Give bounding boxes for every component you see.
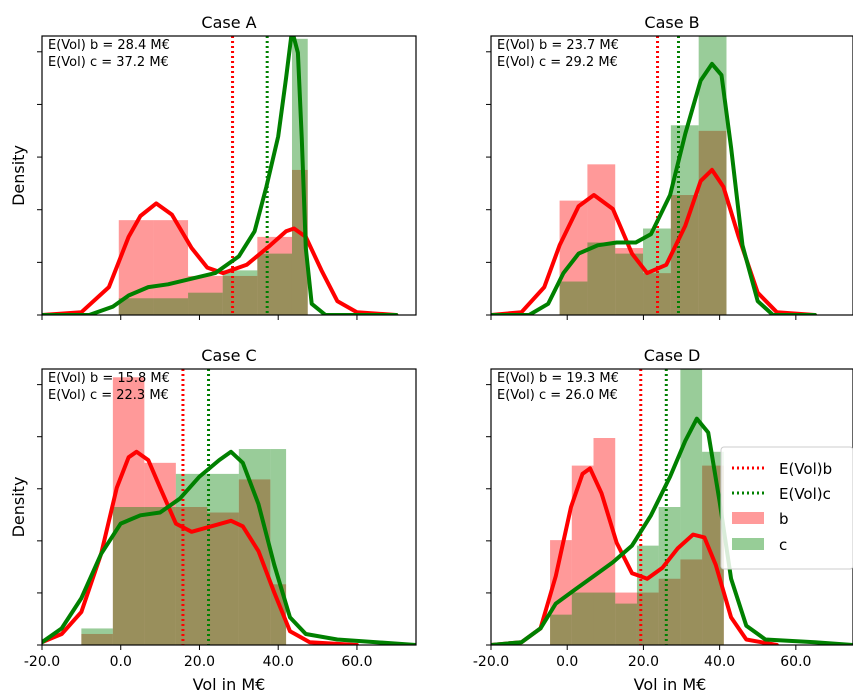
hist-bar-b-d xyxy=(550,540,572,645)
plot-area-a xyxy=(42,36,399,315)
hist-bar-c-a xyxy=(153,298,189,315)
kde-curve-b-d xyxy=(491,466,779,645)
plot-area-c xyxy=(42,369,416,645)
hist-bar-b-d xyxy=(680,559,703,645)
plot-area-d xyxy=(491,369,853,645)
x-tick-label-c: -20.0 xyxy=(24,654,60,670)
hist-bar-c-d xyxy=(593,592,616,645)
annotation-expected-c-d: E(Vol) c = 26.0 M€ xyxy=(497,388,618,403)
legend-label-expected-b: E(Vol)b xyxy=(779,460,832,478)
legend-label-b: b xyxy=(779,510,789,528)
axes-frame-d xyxy=(490,368,853,646)
hist-bar-b-b xyxy=(670,195,699,315)
x-axis-label-right: Vol in M€ xyxy=(634,675,707,694)
hist-bar-b-a xyxy=(222,275,258,315)
hist-bar-b-b xyxy=(643,273,671,315)
axes-frame-c xyxy=(41,368,417,646)
hist-bar-c-b xyxy=(670,125,699,315)
annotation-expected-c-a: E(Vol) c = 37.2 M€ xyxy=(48,55,169,70)
y-axis-label-c: Density xyxy=(9,477,28,538)
hist-bar-b-d xyxy=(658,578,681,645)
hist-bar-b-b xyxy=(587,164,616,315)
kde-curve-c-a xyxy=(42,36,399,315)
hist-bar-b-a xyxy=(188,275,223,315)
legend-label-expected-c: E(Vol)c xyxy=(779,485,831,503)
kde-curve-c-d xyxy=(491,416,853,645)
panel-d: -20.0 0.0 20.0 40.0 60.0 Case D E(Vol) b = 19.… xyxy=(473,346,853,670)
legend: E(Vol)b E(Vol)c b c xyxy=(720,446,853,570)
hist-bar-c-c xyxy=(144,507,176,645)
kde-curve-b-a xyxy=(42,201,399,315)
hist-bar-b-d xyxy=(571,465,594,645)
x-tick-label-c: 60.0 xyxy=(341,654,372,670)
panel-b: Case B E(Vol) b = 23.7 M€ E(Vol) c = 29.2 … xyxy=(486,13,853,320)
x-tick-label-d: 60.0 xyxy=(780,654,811,670)
kde-curve-c-c xyxy=(42,449,416,645)
legend-patch-c xyxy=(732,538,764,550)
annotation-expected-c-c: E(Vol) c = 22.3 M€ xyxy=(48,388,169,403)
hist-bar-c-b xyxy=(559,281,588,315)
hist-bar-c-a xyxy=(222,270,258,315)
panel-a: Case A Density E(Vol) b = 28.4 M€ E(Vol) c … xyxy=(9,13,417,320)
x-tick-label-c: 0.0 xyxy=(110,654,132,670)
x-tick-label-d: 20.0 xyxy=(628,654,659,670)
hist-bar-b-c xyxy=(238,479,271,645)
hist-bar-c-d xyxy=(680,369,703,645)
hist-bar-c-d xyxy=(658,507,681,645)
hist-bar-b-d xyxy=(636,592,659,645)
hist-bar-b-c xyxy=(207,512,239,645)
legend-label-c: c xyxy=(779,536,787,554)
panel-c: -20.0 0.0 20.0 40.0 60.0 Case C Density E(Vol) … xyxy=(9,346,417,670)
x-axis-label-left: Vol in M€ xyxy=(193,675,266,694)
x-tick-label-c: 20.0 xyxy=(184,654,215,670)
annotation-expected-c-b: E(Vol) c = 29.2 M€ xyxy=(497,55,618,70)
annotation-expected-b-c: E(Vol) b = 15.8 M€ xyxy=(48,371,170,386)
hist-bar-b-c xyxy=(112,377,145,645)
panel-title-b: Case B xyxy=(644,13,699,32)
hist-bar-c-c xyxy=(81,628,113,645)
hist-bar-c-d xyxy=(550,614,572,645)
hist-bar-b-c xyxy=(144,462,176,645)
panel-title-d: Case D xyxy=(644,346,701,365)
hist-bar-c-d xyxy=(615,603,637,645)
hist-bar-c-c xyxy=(175,473,208,645)
x-tick-label-d: 0.0 xyxy=(556,654,578,670)
legend-patch-b xyxy=(732,512,764,524)
hist-bar-c-d xyxy=(571,592,594,645)
y-axis-label-a: Density xyxy=(9,145,28,206)
hist-bar-b-c xyxy=(81,633,113,645)
hist-bar-c-a xyxy=(188,292,223,315)
x-tick-label-d: -20.0 xyxy=(473,654,509,670)
x-tick-label-c: 40.0 xyxy=(263,654,294,670)
hist-bar-c-b xyxy=(587,242,616,315)
axes-frame-a xyxy=(41,35,417,316)
panel-title-a: Case A xyxy=(201,13,256,32)
x-tick-label-d: 40.0 xyxy=(704,654,735,670)
annotation-expected-b-a: E(Vol) b = 28.4 M€ xyxy=(48,38,170,53)
panel-title-c: Case C xyxy=(201,346,256,365)
hist-bar-b-d xyxy=(615,592,637,645)
kde-curve-c-b xyxy=(491,61,817,315)
hist-bar-c-c xyxy=(207,473,239,645)
annotation-expected-b-b: E(Vol) b = 23.7 M€ xyxy=(497,38,619,53)
hist-bar-b-b xyxy=(698,130,727,315)
hist-bar-b-c xyxy=(270,584,287,645)
hist-bar-c-a xyxy=(257,253,292,315)
plot-area-b xyxy=(491,36,817,315)
annotation-expected-b-d: E(Vol) b = 19.3 M€ xyxy=(497,371,619,386)
hist-bar-c-a xyxy=(118,298,154,315)
hist-bar-c-d xyxy=(636,545,659,645)
panels-group: Case A Density E(Vol) b = 28.4 M€ E(Vol) c … xyxy=(9,13,853,670)
axes-frame-b xyxy=(490,35,853,316)
